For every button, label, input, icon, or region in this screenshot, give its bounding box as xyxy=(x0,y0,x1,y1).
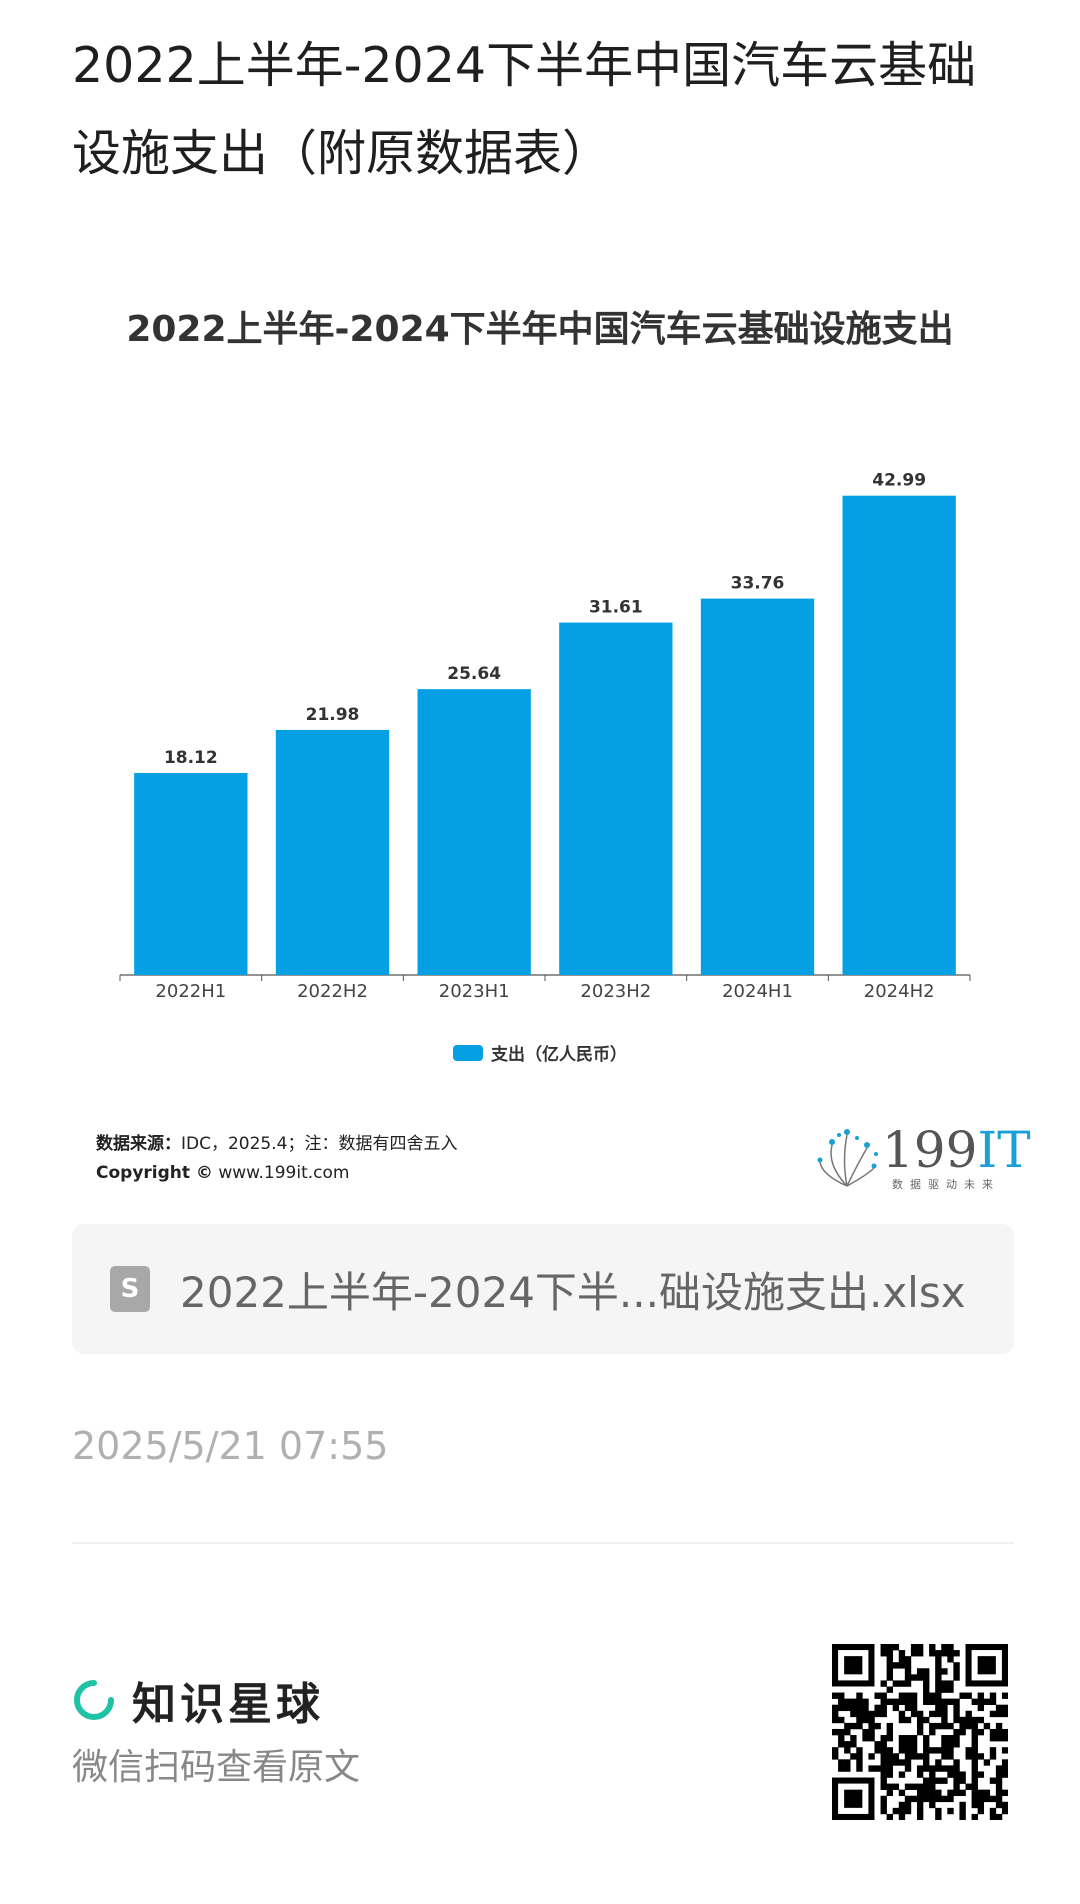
x-tick-label: 2022H1 xyxy=(155,981,226,1002)
attachment-filename: 2022上半年-2024下半...础设施支出.xlsx xyxy=(180,1267,966,1317)
brand-name: 知识星球 xyxy=(132,1679,324,1730)
data-label: 18.12 xyxy=(164,748,218,768)
bar xyxy=(842,495,956,975)
bar xyxy=(700,598,815,975)
bar xyxy=(559,622,673,975)
x-tick-label: 2022H2 xyxy=(297,981,368,1002)
legend-swatch xyxy=(453,1044,483,1061)
dandelion-icon xyxy=(817,1129,878,1187)
legend-label: 支出（亿人民币） xyxy=(491,1045,627,1065)
zsxq-ring-icon xyxy=(74,1680,114,1720)
brand: 知识星球 xyxy=(72,1668,324,1732)
data-label: 33.76 xyxy=(731,574,785,594)
logo-slogan: 数据驱动未来 xyxy=(892,1178,1000,1191)
qr-code[interactable] xyxy=(832,1644,1008,1820)
scan-prompt: 微信扫码查看原文 xyxy=(72,1747,361,1788)
x-tick-label: 2024H2 xyxy=(864,981,935,1002)
page-title: 2022上半年-2024下半年中国汽车云基础设施支出（附原数据表） xyxy=(72,37,977,182)
source-line: 数据来源：IDC，2025.4；注：数据有四舍五入 xyxy=(96,1130,457,1159)
x-tick-label: 2024H1 xyxy=(722,981,793,1002)
logo-text: 199IT xyxy=(882,1121,1031,1179)
data-label: 42.99 xyxy=(872,471,926,491)
copyright-label: Copyright © xyxy=(96,1163,213,1183)
bar-chart: 18.12 2022H1 21.98 2022H2 25.64 2023H1 31.61 20… xyxy=(119,471,971,1002)
bar xyxy=(275,729,390,975)
bar xyxy=(134,772,248,975)
data-label: 21.98 xyxy=(306,705,360,725)
199it-logo: 199IT 数据驱动未来 xyxy=(812,1120,1031,1191)
copyright-text: www.199it.com xyxy=(218,1163,350,1183)
spreadsheet-icon: S xyxy=(110,1266,150,1312)
x-tick-label: 2023H1 xyxy=(439,981,510,1002)
data-source: 数据来源：IDC，2025.4；注：数据有四舍五入 Copyright © ww… xyxy=(96,1130,457,1188)
bar xyxy=(417,689,531,975)
divider xyxy=(72,1542,1014,1544)
copyright-line: Copyright © www.199it.com xyxy=(96,1159,457,1188)
publish-timestamp: 2025/5/21 07:55 xyxy=(72,1424,389,1468)
chart-title: 2022上半年-2024下半年中国汽车云基础设施支出 xyxy=(126,309,954,350)
data-label: 31.61 xyxy=(589,598,643,618)
source-label: 数据来源： xyxy=(96,1134,181,1154)
x-tick-label: 2023H2 xyxy=(580,981,651,1002)
chart-legend: 支出（亿人民币） xyxy=(0,1040,1080,1065)
attachment-card[interactable]: S 2022上半年-2024下半...础设施支出.xlsx xyxy=(72,1224,1014,1354)
source-text: IDC，2025.4；注：数据有四舍五入 xyxy=(181,1134,458,1154)
data-label: 25.64 xyxy=(447,664,501,684)
